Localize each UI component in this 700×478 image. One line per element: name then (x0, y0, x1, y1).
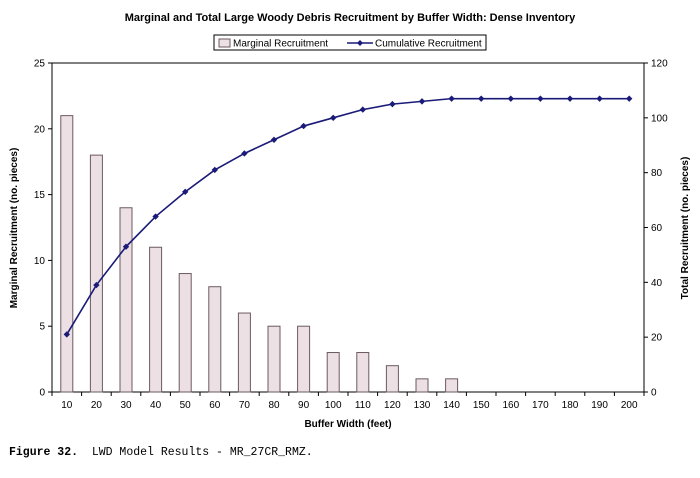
point-cumulative-80 (270, 136, 278, 143)
y-left-tick-label-0: 0 (39, 388, 45, 399)
plot-area (51, 62, 645, 393)
y-right-tick-label-120: 120 (651, 59, 668, 70)
x-tick-label-70: 70 (239, 400, 251, 411)
bars-marginal-recruitment (60, 115, 459, 393)
bar-marginal-20 (89, 154, 103, 393)
point-cumulative-40 (152, 213, 159, 220)
y-left-tick-label-20: 20 (34, 124, 46, 135)
y-axis-right-title: Total Recruitment (no. pieces) (680, 157, 691, 300)
point-cumulative-100 (330, 114, 337, 122)
y-right-tick-label-20: 20 (651, 333, 663, 344)
point-cumulative-190 (596, 95, 603, 102)
legend-label-cumulative: Cumulative Recruitment (375, 39, 482, 50)
chart: Marginal and Total Large Woody Debris Re… (9, 12, 691, 430)
point-cumulative-200 (626, 95, 633, 102)
legend-label-marginal: Marginal Recruitment (233, 39, 328, 50)
x-tick-label-110: 110 (355, 400, 371, 411)
x-tick-label-60: 60 (209, 400, 221, 411)
x-tick-label-50: 50 (180, 400, 192, 411)
bar-marginal-70 (237, 312, 251, 393)
point-cumulative-50 (182, 188, 189, 196)
point-cumulative-70 (241, 150, 248, 157)
bar-marginal-60 (208, 286, 222, 393)
point-cumulative-20 (93, 281, 100, 289)
x-axis-title: Buffer Width (feet) (304, 419, 391, 430)
figure-caption: Figure 32. LWD Model Results - MR_27CR_R… (9, 446, 313, 459)
x-tick-label-120: 120 (384, 400, 401, 411)
y-left-tick-label-5: 5 (39, 322, 45, 333)
x-tick-label-170: 170 (532, 400, 549, 411)
x-tick-label-180: 180 (562, 400, 579, 411)
x-tick-label-90: 90 (298, 400, 310, 411)
x-tick-label-160: 160 (502, 400, 519, 411)
point-cumulative-130 (418, 98, 426, 105)
point-cumulative-140 (448, 95, 455, 102)
y-right-tick-label-40: 40 (651, 278, 663, 289)
point-cumulative-160 (507, 95, 514, 102)
x-tick-label-20: 20 (91, 400, 103, 411)
bar-marginal-110 (356, 352, 370, 393)
y-right-tick-label-0: 0 (651, 388, 657, 399)
point-cumulative-90 (300, 122, 307, 130)
x-tick-label-150: 150 (473, 400, 490, 411)
point-cumulative-180 (566, 95, 574, 102)
x-tick-label-130: 130 (414, 400, 431, 411)
y-left-tick-label-25: 25 (34, 59, 46, 70)
point-cumulative-60 (211, 166, 218, 174)
bar-marginal-30 (119, 207, 133, 393)
x-tick-label-190: 190 (591, 400, 608, 411)
y-axis-left: 0 5 10 15 20 25 (34, 59, 52, 399)
y-left-tick-label-10: 10 (34, 256, 46, 267)
legend: Marginal Recruitment Cumulative Recruitm… (213, 34, 487, 51)
x-tick-label-10: 10 (61, 400, 73, 411)
bar-marginal-140 (445, 378, 459, 393)
y-axis-left-title: Marginal Recruitment (no. pieces) (9, 148, 20, 309)
bar-marginal-100 (326, 352, 340, 393)
bar-marginal-90 (297, 325, 311, 393)
bar-marginal-120 (385, 365, 399, 393)
x-tick-label-30: 30 (120, 400, 132, 411)
bar-marginal-10 (60, 115, 74, 393)
y-right-tick-label-60: 60 (651, 223, 663, 234)
point-cumulative-30 (122, 243, 130, 250)
bar-marginal-50 (178, 273, 192, 393)
x-tick-label-80: 80 (268, 400, 280, 411)
point-cumulative-170 (537, 95, 544, 102)
cumulative-recruitment-line (66, 97, 630, 335)
point-cumulative-120 (389, 100, 396, 108)
x-tick-label-40: 40 (150, 400, 162, 411)
x-tick-label-100: 100 (325, 400, 342, 411)
y-left-tick-label-15: 15 (34, 190, 46, 201)
figure-label: Figure 32. (9, 446, 79, 459)
y-right-tick-label-80: 80 (651, 168, 663, 179)
figure-caption-text: LWD Model Results - MR_27CR_RMZ. (91, 446, 313, 459)
x-axis: 10 20 30 40 50 60 70 80 90 100 110 120 130 140 150 160 1… (51, 392, 645, 411)
bar-marginal-80 (267, 325, 281, 393)
point-cumulative-150 (478, 95, 485, 102)
cumulative-recruitment-series (63, 95, 633, 338)
y-right-tick-label-100: 100 (651, 113, 668, 124)
legend-swatch-marginal (218, 38, 231, 48)
bar-marginal-40 (149, 246, 163, 393)
bar-marginal-130 (415, 378, 429, 393)
y-axis-right: 0 20 40 60 80 100 120 (644, 59, 668, 399)
legend-marker-cumulative (357, 40, 363, 46)
point-cumulative-10 (63, 331, 70, 338)
x-tick-label-200: 200 (621, 400, 638, 411)
x-tick-label-140: 140 (443, 400, 460, 411)
point-cumulative-110 (359, 106, 366, 113)
chart-title: Marginal and Total Large Woody Debris Re… (125, 12, 576, 24)
